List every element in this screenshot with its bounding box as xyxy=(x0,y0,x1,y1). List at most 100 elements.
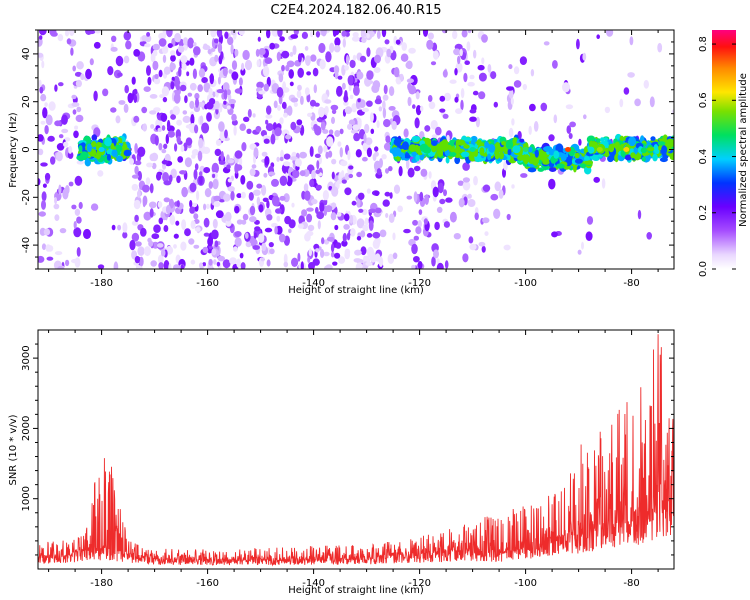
heatmap-speckle xyxy=(393,67,400,78)
heatmap-speckle xyxy=(134,255,141,264)
heatmap-speckle xyxy=(307,112,313,117)
heatmap-speckle xyxy=(206,203,210,210)
heatmap-speckle xyxy=(40,120,46,125)
heatmap-speckle xyxy=(191,149,199,156)
heatmap-speckle xyxy=(593,176,600,183)
heatmap-speckle xyxy=(417,220,422,228)
heatmap-speckle xyxy=(299,151,307,159)
heatmap-speckle xyxy=(323,145,328,153)
heatmap-speckle xyxy=(268,242,274,248)
heatmap-speckle xyxy=(383,119,391,128)
heatmap-speckle xyxy=(283,161,291,167)
heatmap-speckle xyxy=(389,192,393,199)
heatmap-speckle xyxy=(212,218,218,229)
heatmap-speckle xyxy=(352,54,357,61)
heatmap-speckle xyxy=(506,213,511,221)
heatmap-speckle xyxy=(191,154,196,159)
heatmap-speckle xyxy=(74,125,79,130)
heatmap-speckle xyxy=(446,134,450,142)
heatmap-speckle xyxy=(400,53,409,62)
heatmap-speckle xyxy=(93,41,101,49)
heatmap-speckle xyxy=(467,199,476,207)
x-tick-label: -140 xyxy=(302,578,325,589)
heatmap-speckle xyxy=(140,227,147,237)
heatmap-speckle xyxy=(283,112,288,118)
heatmap-signal xyxy=(411,135,420,143)
heatmap-speckle xyxy=(209,73,214,85)
heatmap-speckle xyxy=(276,51,281,62)
heatmap-speckle xyxy=(473,49,477,59)
y-tick-label: 1000 xyxy=(21,486,32,511)
x-tick-label: -160 xyxy=(196,278,219,289)
heatmap-speckle xyxy=(169,62,176,71)
heatmap-speckle xyxy=(76,61,84,70)
heatmap-speckle xyxy=(227,36,234,46)
heatmap-speckle xyxy=(187,37,194,49)
heatmap-signal xyxy=(549,167,557,173)
heatmap-speckle xyxy=(252,113,256,118)
heatmap-speckle xyxy=(513,80,522,88)
heatmap-speckle xyxy=(412,219,419,226)
heatmap-speckle xyxy=(462,253,469,263)
heatmap-speckle xyxy=(313,84,317,94)
heatmap-speckle xyxy=(388,86,395,97)
heatmap-speckle xyxy=(222,67,228,77)
heatmap-speckle xyxy=(188,238,195,245)
heatmap-speckle xyxy=(163,143,168,149)
heatmap-speckle xyxy=(54,84,58,92)
x-tick-label: -100 xyxy=(514,278,537,289)
heatmap-speckle xyxy=(198,171,203,177)
heatmap-speckle xyxy=(234,49,239,57)
heatmap-speckle xyxy=(319,59,326,70)
heatmap-speckle xyxy=(202,146,211,154)
heatmap-speckle xyxy=(174,143,178,152)
heatmap-speckle xyxy=(195,97,199,108)
heatmap-signal xyxy=(542,146,552,151)
heatmap-signal xyxy=(652,153,658,162)
heatmap-speckle xyxy=(68,181,74,187)
heatmap-speckle xyxy=(46,256,54,261)
heatmap-signal xyxy=(441,139,449,147)
heatmap-speckle xyxy=(176,119,183,126)
heatmap-speckle xyxy=(133,49,141,57)
heatmap-speckle xyxy=(460,88,465,99)
heatmap-speckle xyxy=(391,120,397,130)
heatmap-signal xyxy=(470,135,478,143)
heatmap-speckle xyxy=(202,44,211,51)
heatmap-signal xyxy=(584,160,593,166)
heatmap-speckle xyxy=(311,169,316,180)
heatmap-speckle xyxy=(362,156,368,162)
heatmap-speckle xyxy=(427,95,433,102)
heatmap-speckle xyxy=(478,72,487,82)
heatmap-speckle xyxy=(162,96,168,103)
heatmap-speckle xyxy=(356,71,364,80)
heatmap-speckle xyxy=(387,253,395,264)
heatmap-speckle xyxy=(355,262,363,269)
heatmap-speckle xyxy=(61,114,68,125)
heatmap-speckle xyxy=(454,96,459,103)
heatmap-speckle xyxy=(351,103,357,113)
heatmap-speckle xyxy=(231,71,239,81)
heatmap-speckle xyxy=(224,129,228,139)
heatmap-speckle xyxy=(520,173,528,178)
snr-x-label: Height of straight line (km) xyxy=(288,585,424,596)
heatmap-speckle xyxy=(117,224,122,231)
heatmap-speckle xyxy=(230,191,235,201)
heatmap-speckle xyxy=(72,109,77,115)
heatmap-speckle xyxy=(243,116,250,123)
heatmap-speckle xyxy=(158,69,163,78)
heatmap-speckle xyxy=(133,88,138,95)
heatmap-signal xyxy=(584,166,592,175)
heatmap-speckle xyxy=(629,36,634,46)
heatmap-speckle xyxy=(533,121,539,132)
heatmap-signal xyxy=(661,145,668,155)
x-tick-label: -160 xyxy=(196,578,219,589)
heatmap-speckle xyxy=(180,55,188,64)
heatmap-speckle xyxy=(403,128,409,138)
heatmap-speckle xyxy=(74,208,81,216)
heatmap-signal xyxy=(628,136,637,147)
heatmap-speckle xyxy=(288,219,296,229)
heatmap-speckle xyxy=(213,201,221,208)
x-tick-label: -80 xyxy=(623,278,639,289)
